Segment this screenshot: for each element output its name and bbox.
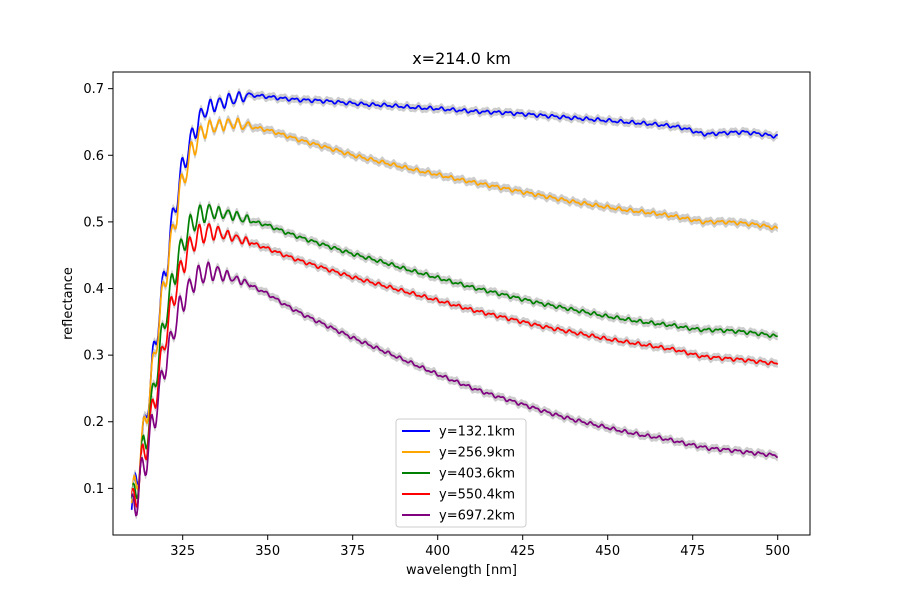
- series-line: [130, 261, 779, 517]
- y-tick-label: 0.6: [83, 149, 104, 164]
- x-axis: 325 350 375 400 425 450 475 500: [170, 535, 790, 559]
- x-tick-label: 350: [255, 544, 280, 559]
- x-axis-label: wavelength [nm]: [406, 563, 517, 578]
- y-axis: 0.1 0.2 0.3 0.4 0.5 0.6 0.7: [83, 82, 113, 497]
- x-tick-label: 325: [170, 544, 195, 559]
- legend-label: y=403.6km: [439, 467, 515, 482]
- y-tick-label: 0.7: [83, 82, 104, 97]
- chart-title: x=214.0 km: [412, 49, 511, 68]
- legend-label: y=132.1km: [439, 425, 515, 440]
- y-tick-label: 0.1: [83, 482, 104, 497]
- legend: y=132.1km y=256.9km y=403.6km y=550.4km y=69…: [395, 418, 527, 528]
- series-line: [130, 203, 778, 500]
- legend-frame: [395, 418, 527, 528]
- legend-label: y=697.2km: [439, 509, 515, 524]
- x-tick-label: 400: [425, 544, 450, 559]
- series-line: [130, 117, 779, 504]
- series-line: [130, 91, 778, 510]
- series-line: [130, 223, 779, 508]
- x-tick-label: 375: [340, 544, 365, 559]
- y-tick-label: 0.2: [83, 415, 104, 430]
- y-tick-label: 0.4: [83, 282, 104, 297]
- x-tick-label: 425: [510, 544, 535, 559]
- legend-label: y=550.4km: [439, 488, 515, 503]
- legend-label: y=256.9km: [439, 446, 515, 461]
- x-tick-label: 475: [680, 544, 705, 559]
- uncertainty-band: [131, 88, 778, 514]
- x-tick-label: 450: [595, 544, 620, 559]
- y-tick-label: 0.5: [83, 215, 104, 230]
- y-axis-label: reflectance: [61, 267, 76, 340]
- x-tick-label: 500: [765, 544, 790, 559]
- uncertainty-band: [131, 114, 778, 508]
- axes-frame: [112, 71, 811, 536]
- plot-area: [130, 88, 779, 520]
- y-tick-label: 0.3: [83, 349, 104, 364]
